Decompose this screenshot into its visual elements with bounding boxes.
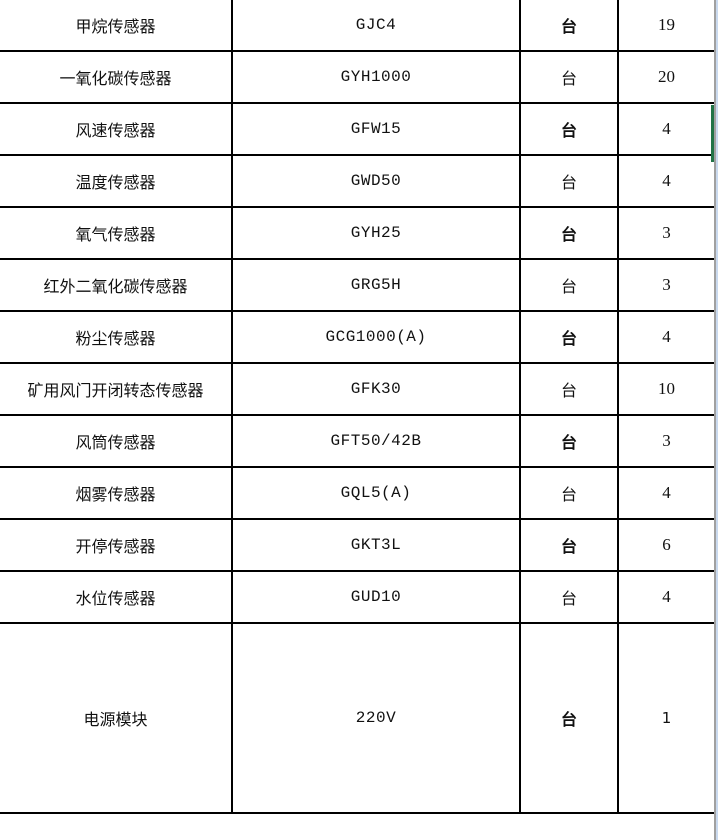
cell-model[interactable]: GYH25 — [231, 206, 521, 260]
table-row: 一氧化碳传感器 GYH1000 台 20 — [0, 50, 716, 104]
cell-name[interactable]: 粉尘传感器 — [0, 310, 233, 364]
cell-quantity[interactable]: 4 — [617, 102, 716, 156]
cell-quantity[interactable]: 19 — [617, 0, 716, 52]
cell-name[interactable]: 甲烷传感器 — [0, 0, 233, 52]
cell-quantity[interactable]: 1 — [617, 622, 716, 814]
table-row: 开停传感器 GKT3L 台 6 — [0, 518, 716, 572]
cell-name[interactable]: 矿用风门开闭转态传感器 — [0, 362, 233, 416]
table-row: 烟雾传感器 GQL5(A) 台 4 — [0, 466, 716, 520]
cell-model[interactable]: GWD50 — [231, 154, 521, 208]
table-row: 氧气传感器 GYH25 台 3 — [0, 206, 716, 260]
cell-quantity[interactable]: 3 — [617, 414, 716, 468]
cell-quantity[interactable]: 4 — [617, 154, 716, 208]
cell-unit[interactable]: 台 — [519, 414, 619, 468]
cell-quantity[interactable]: 4 — [617, 310, 716, 364]
cell-quantity[interactable]: 10 — [617, 362, 716, 416]
cell-quantity[interactable]: 20 — [617, 50, 716, 104]
cell-model[interactable]: GYH1000 — [231, 50, 521, 104]
cell-unit[interactable]: 台 — [519, 206, 619, 260]
cell-name[interactable]: 氧气传感器 — [0, 206, 233, 260]
cell-unit[interactable]: 台 — [519, 570, 619, 624]
cell-quantity[interactable]: 3 — [617, 206, 716, 260]
cell-unit[interactable]: 台 — [519, 622, 619, 814]
cell-name[interactable]: 电源模块 — [0, 622, 233, 814]
cell-model[interactable]: GCG1000(A) — [231, 310, 521, 364]
cell-unit[interactable]: 台 — [519, 466, 619, 520]
table-row: 红外二氧化碳传感器 GRG5H 台 3 — [0, 258, 716, 312]
table-row: 电源模块 220V 台 1 — [0, 622, 716, 814]
cell-unit[interactable]: 台 — [519, 50, 619, 104]
cell-quantity[interactable]: 6 — [617, 518, 716, 572]
cell-name[interactable]: 一氧化碳传感器 — [0, 50, 233, 104]
cell-selection-indicator — [711, 105, 714, 162]
table-row: 风筒传感器 GFT50/42B 台 3 — [0, 414, 716, 468]
cell-model[interactable]: GFK30 — [231, 362, 521, 416]
table-row: 甲烷传感器 GJC4 台 19 — [0, 0, 716, 52]
spreadsheet-table: 甲烷传感器 GJC4 台 19 一氧化碳传感器 GYH1000 台 20 风速传感器 GFW15 台… — [0, 0, 716, 814]
cell-model[interactable]: GKT3L — [231, 518, 521, 572]
cell-unit[interactable]: 台 — [519, 0, 619, 52]
cell-name[interactable]: 水位传感器 — [0, 570, 233, 624]
cell-unit[interactable]: 台 — [519, 102, 619, 156]
cell-name[interactable]: 风速传感器 — [0, 102, 233, 156]
cell-unit[interactable]: 台 — [519, 310, 619, 364]
sheet-edge-scrollbar[interactable] — [714, 0, 718, 840]
cell-model[interactable]: GRG5H — [231, 258, 521, 312]
cell-unit[interactable]: 台 — [519, 258, 619, 312]
table-row: 粉尘传感器 GCG1000(A) 台 4 — [0, 310, 716, 364]
table-row: 水位传感器 GUD10 台 4 — [0, 570, 716, 624]
cell-quantity[interactable]: 3 — [617, 258, 716, 312]
cell-model[interactable]: GJC4 — [231, 0, 521, 52]
cell-model[interactable]: 220V — [231, 622, 521, 814]
cell-unit[interactable]: 台 — [519, 362, 619, 416]
cell-quantity[interactable]: 4 — [617, 466, 716, 520]
cell-name[interactable]: 开停传感器 — [0, 518, 233, 572]
cell-unit[interactable]: 台 — [519, 518, 619, 572]
table-row: 矿用风门开闭转态传感器 GFK30 台 10 — [0, 362, 716, 416]
cell-model[interactable]: GQL5(A) — [231, 466, 521, 520]
cell-name[interactable]: 烟雾传感器 — [0, 466, 233, 520]
cell-name[interactable]: 温度传感器 — [0, 154, 233, 208]
cell-name[interactable]: 红外二氧化碳传感器 — [0, 258, 233, 312]
cell-unit[interactable]: 台 — [519, 154, 619, 208]
table-row: 温度传感器 GWD50 台 4 — [0, 154, 716, 208]
table-row: 风速传感器 GFW15 台 4 — [0, 102, 716, 156]
cell-model[interactable]: GFW15 — [231, 102, 521, 156]
cell-quantity[interactable]: 4 — [617, 570, 716, 624]
cell-name[interactable]: 风筒传感器 — [0, 414, 233, 468]
cell-model[interactable]: GUD10 — [231, 570, 521, 624]
cell-model[interactable]: GFT50/42B — [231, 414, 521, 468]
